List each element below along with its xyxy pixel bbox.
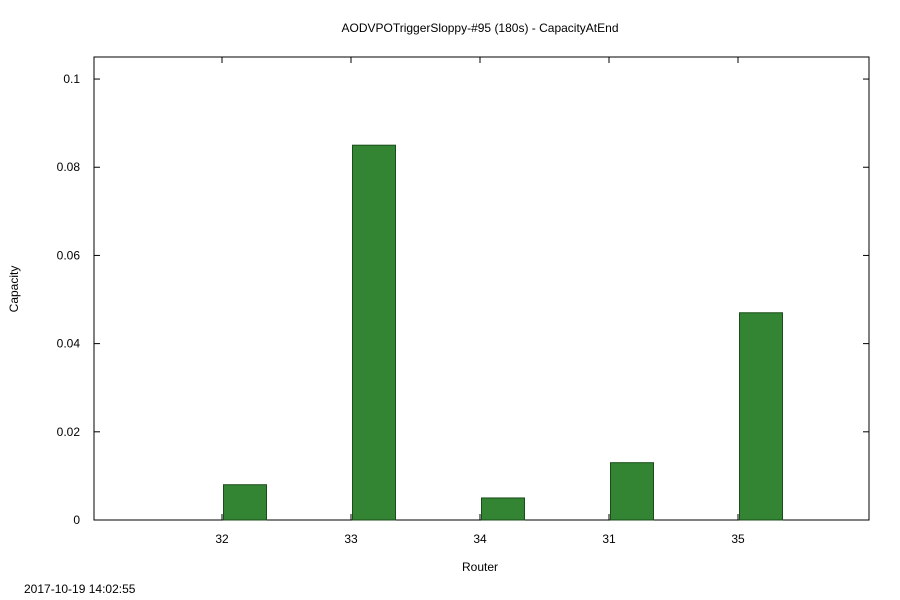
- x-tick-label: 34: [473, 532, 487, 546]
- y-tick-label: 0.06: [57, 248, 81, 262]
- x-axis-label: Router: [462, 560, 498, 574]
- y-axis-ticks: 0 0.02 0.04 0.06 0.08 0.1: [57, 72, 869, 527]
- x-tick-label: 35: [731, 532, 745, 546]
- y-tick-label: 0.08: [57, 160, 81, 174]
- bar-32: [223, 484, 267, 521]
- y-tick-label: 0.04: [57, 337, 81, 351]
- y-axis-label: Capacity: [7, 266, 21, 313]
- y-tick-label: 0.1: [63, 72, 80, 86]
- x-tick-label: 32: [215, 532, 229, 546]
- x-axis-ticks: 32 33 34 31 35: [215, 57, 745, 546]
- bar-33: [352, 144, 396, 521]
- chart-title: AODVPOTriggerSloppy-#95 (180s) - Capacit…: [341, 21, 618, 35]
- y-tick-label: 0.02: [57, 425, 81, 439]
- bar-31: [610, 462, 654, 521]
- bar-34: [481, 497, 525, 521]
- bar-35: [739, 312, 783, 521]
- y-tick-label: 0: [73, 513, 80, 527]
- x-tick-label: 31: [602, 532, 616, 546]
- x-tick-label: 33: [344, 532, 358, 546]
- bar-series: [223, 144, 783, 521]
- timestamp-label: 2017-10-19 14:02:55: [24, 582, 136, 596]
